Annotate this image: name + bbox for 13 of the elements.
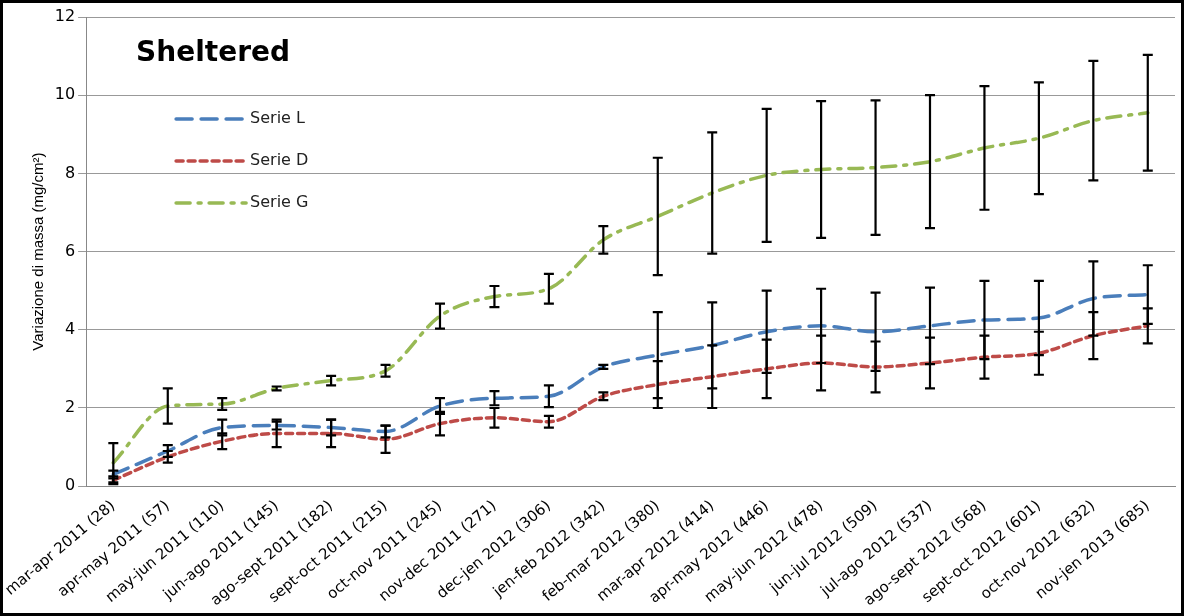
y-tick-label: 4 (64, 318, 76, 338)
legend-label: Serie L (250, 108, 306, 128)
y-axis-title: Variazione di massa (mg/cm²) (28, 152, 46, 351)
legend-label: Serie G (250, 192, 309, 212)
y-tick-label: 0 (64, 475, 76, 495)
y-tick-label: 10 (54, 84, 76, 104)
text: Sheltered (136, 35, 291, 69)
y-tick-label: 6 (64, 240, 76, 260)
legend-label: Serie D (250, 150, 309, 170)
line-series (111, 111, 1150, 465)
y-tick-label: 8 (64, 162, 76, 182)
y-tick-label: 2 (64, 397, 76, 417)
y-tick-label: 12 (54, 6, 76, 26)
